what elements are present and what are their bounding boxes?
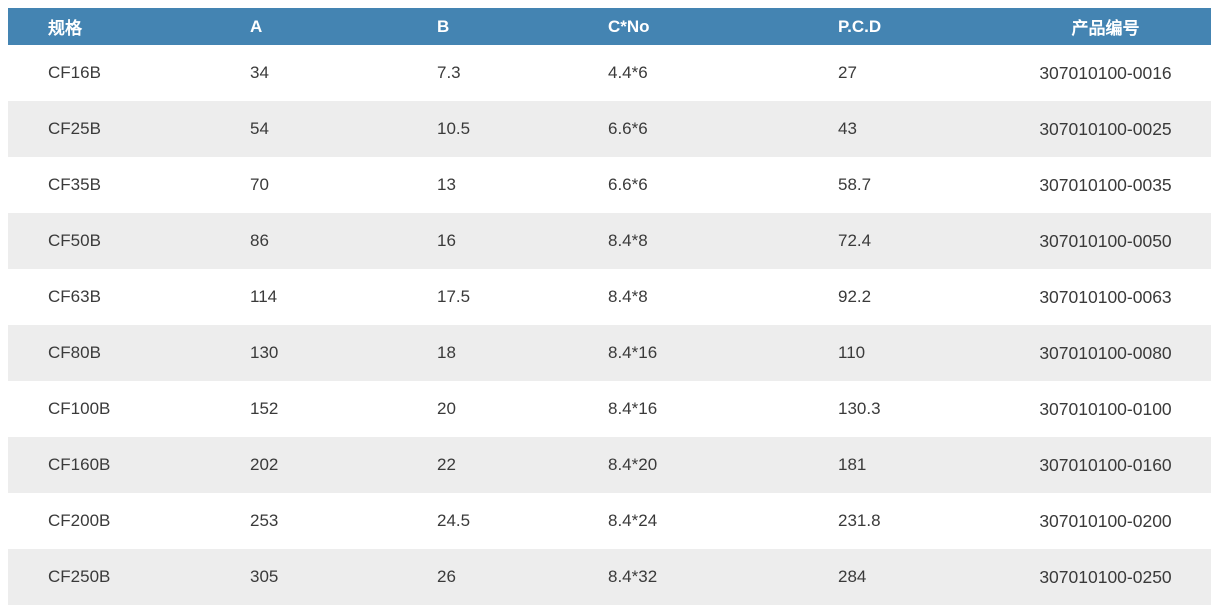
cell-a: 253 — [250, 511, 279, 530]
cell-spec: CF63B — [48, 287, 101, 306]
table-row: CF200B 253 24.5 8.4*24 231.8 307010100-0200 — [8, 493, 1211, 549]
table-row: CF250B 305 26 8.4*32 284 307010100-0250 — [8, 549, 1211, 605]
table-row: CF16B 34 7.3 4.4*6 27 307010100-0016 — [8, 45, 1211, 101]
cell-b: 16 — [437, 231, 456, 250]
cell-b: 13 — [437, 175, 456, 194]
cell-b: 10.5 — [437, 119, 471, 138]
cell-product-code: 307010100-0050 — [1039, 230, 1172, 251]
cell-spec: CF25B — [48, 119, 101, 138]
cell-spec: CF160B — [48, 455, 111, 474]
table-row: CF100B 152 20 8.4*16 130.3 307010100-0100 — [8, 381, 1211, 437]
cell-a: 54 — [250, 119, 269, 138]
cell-c-no: 8.4*8 — [608, 287, 648, 306]
column-header-pcd: P.C.D — [798, 8, 1000, 45]
header-row: 规格 A B C*No P.C.D 产品编号 — [8, 8, 1211, 45]
cell-spec: CF35B — [48, 175, 101, 194]
column-header-product-code: 产品编号 — [1000, 8, 1211, 45]
cell-b: 24.5 — [437, 511, 471, 530]
cell-spec: CF16B — [48, 63, 101, 82]
cell-b: 26 — [437, 567, 456, 586]
column-header-b: B — [397, 8, 568, 45]
cell-pcd: 181 — [838, 455, 867, 474]
cell-spec: CF250B — [48, 567, 111, 586]
cell-pcd: 72.4 — [838, 231, 872, 250]
cell-product-code: 307010100-0016 — [1039, 62, 1172, 83]
table-row: CF50B 86 16 8.4*8 72.4 307010100-0050 — [8, 213, 1211, 269]
cell-b: 22 — [437, 455, 456, 474]
cell-pcd: 92.2 — [838, 287, 872, 306]
cell-a: 70 — [250, 175, 269, 194]
cell-pcd: 110 — [838, 343, 866, 362]
table-row: CF25B 54 10.5 6.6*6 43 307010100-0025 — [8, 101, 1211, 157]
cell-product-code: 307010100-0035 — [1039, 174, 1172, 195]
cell-c-no: 8.4*20 — [608, 455, 658, 474]
column-header-a: A — [210, 8, 397, 45]
column-header-spec: 规格 — [8, 8, 210, 45]
cell-product-code: 307010100-0025 — [1039, 118, 1172, 139]
cell-pcd: 284 — [838, 567, 867, 586]
cell-product-code: 307010100-0100 — [1039, 398, 1172, 419]
cell-pcd: 58.7 — [838, 175, 872, 194]
cell-b: 7.3 — [437, 63, 461, 82]
table-row: CF35B 70 13 6.6*6 58.7 307010100-0035 — [8, 157, 1211, 213]
cell-pcd: 27 — [838, 63, 857, 82]
table-row: CF160B 202 22 8.4*20 181 307010100-0160 — [8, 437, 1211, 493]
cell-product-code: 307010100-0063 — [1039, 286, 1172, 307]
cell-b: 17.5 — [437, 287, 471, 306]
table-body: CF16B 34 7.3 4.4*6 27 307010100-0016 CF25B 54 10… — [8, 45, 1211, 605]
cell-pcd: 130.3 — [838, 399, 881, 418]
cell-b: 18 — [437, 343, 456, 362]
cell-spec: CF50B — [48, 231, 101, 250]
cell-a: 202 — [250, 455, 279, 474]
cell-c-no: 6.6*6 — [608, 175, 648, 194]
cell-b: 20 — [437, 399, 456, 418]
spec-table: 规格 A B C*No P.C.D 产品编号 CF16B 34 7.3 4.4*6 27 30701… — [8, 8, 1211, 605]
cell-product-code: 307010100-0250 — [1039, 566, 1172, 587]
cell-c-no: 8.4*8 — [608, 231, 648, 250]
column-header-c-no: C*No — [568, 8, 798, 45]
cell-product-code: 307010100-0200 — [1039, 510, 1172, 531]
cell-a: 305 — [250, 567, 279, 586]
cell-a: 34 — [250, 63, 269, 82]
cell-a: 86 — [250, 231, 269, 250]
cell-spec: CF200B — [48, 511, 111, 530]
table-row: CF80B 130 18 8.4*16 110 307010100-0080 — [8, 325, 1211, 381]
cell-c-no: 8.4*32 — [608, 567, 658, 586]
cell-spec: CF80B — [48, 343, 101, 362]
table-row: CF63B 114 17.5 8.4*8 92.2 307010100-0063 — [8, 269, 1211, 325]
cell-a: 130 — [250, 343, 279, 362]
table-header: 规格 A B C*No P.C.D 产品编号 — [8, 8, 1211, 45]
cell-product-code: 307010100-0160 — [1039, 454, 1172, 475]
cell-c-no: 8.4*16 — [608, 399, 658, 418]
cell-a: 152 — [250, 399, 279, 418]
cell-pcd: 43 — [838, 119, 857, 138]
cell-product-code: 307010100-0080 — [1039, 342, 1172, 363]
cell-c-no: 8.4*16 — [608, 343, 658, 362]
cell-c-no: 6.6*6 — [608, 119, 648, 138]
cell-pcd: 231.8 — [838, 511, 881, 530]
cell-spec: CF100B — [48, 399, 111, 418]
cell-c-no: 8.4*24 — [608, 511, 658, 530]
cell-c-no: 4.4*6 — [608, 63, 648, 82]
cell-a: 114 — [250, 287, 278, 306]
